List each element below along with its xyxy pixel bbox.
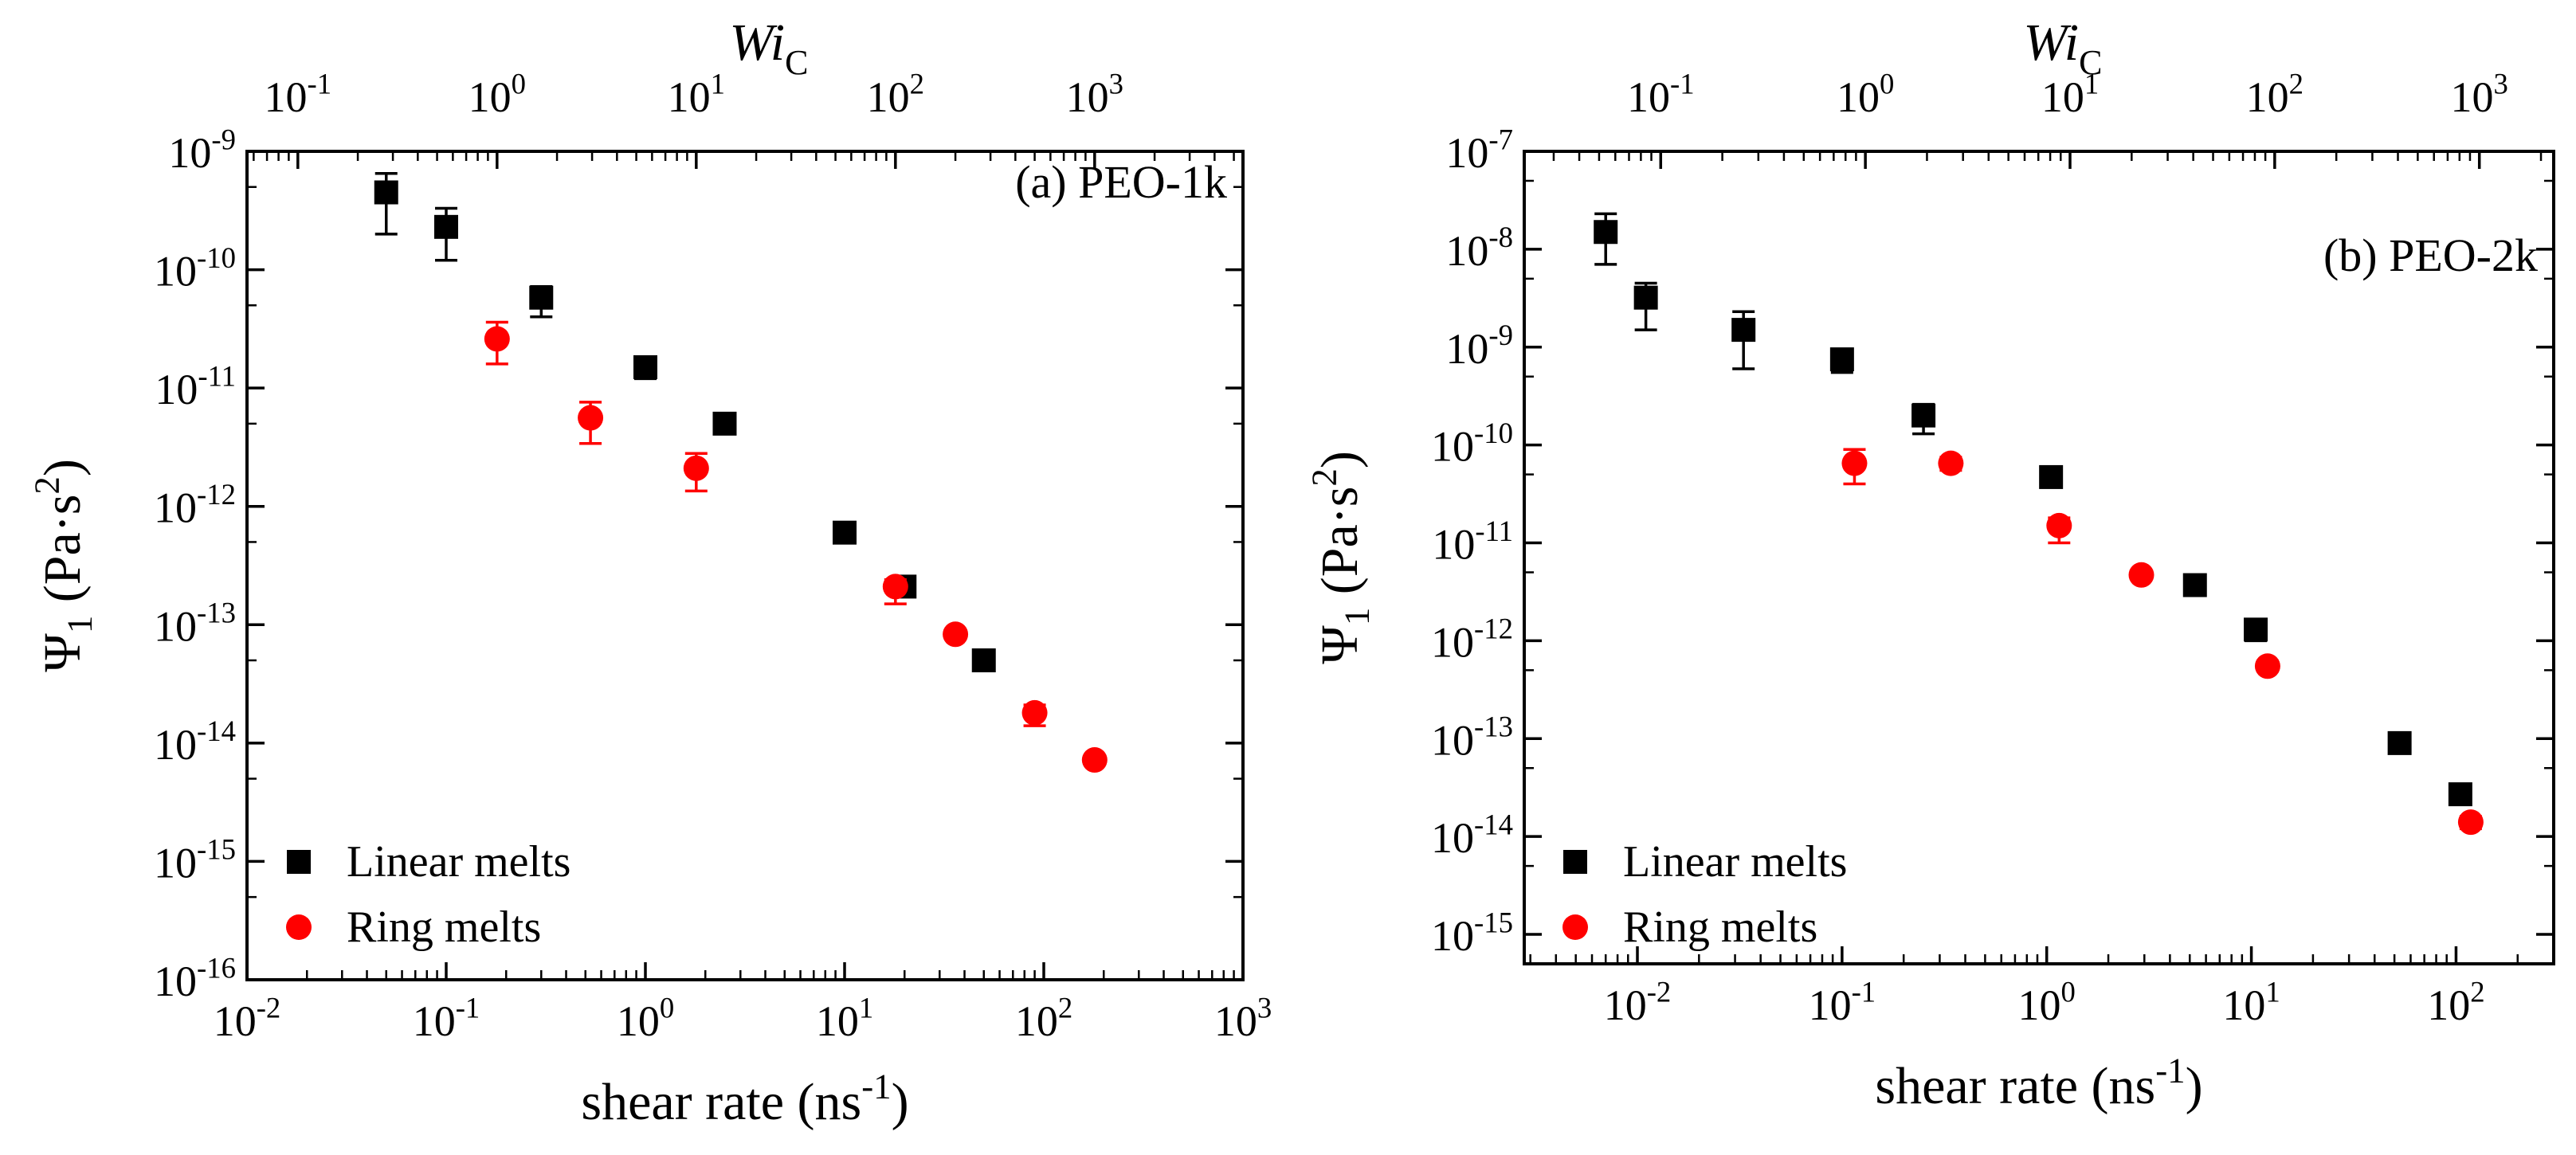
linear-melt-point [434,214,458,239]
ring-melt-point [2128,562,2155,588]
legend-marker-ring [286,914,312,940]
linear-melt-point [971,648,996,673]
linear-melt-point [2387,730,2412,755]
ring-melt-point [1021,699,1048,726]
y-tick-label: 10-8 [1445,221,1513,275]
x-tick-label: 100 [617,991,674,1045]
y-tick-label: 10-13 [154,597,236,651]
ring-melt-point [484,326,510,352]
linear-melt-point [712,411,737,436]
top-tick-label: 102 [2246,67,2304,121]
y-tick-label: 10-10 [1431,417,1513,471]
legend-label: Ring melts [347,902,541,952]
linear-melt-point [1911,403,1936,428]
linear-melt-point [2448,782,2472,807]
linear-melt-point [1829,347,1854,372]
panel-label: (b) PEO-2k [2323,229,2538,281]
x-tick-label: 102 [1015,991,1072,1045]
y-tick-label: 10-12 [154,478,236,532]
linear-melt-point [633,354,657,379]
y-tick-label: 10-12 [1431,613,1513,667]
legend-marker-linear [287,850,311,874]
y-tick-label: 10-15 [154,833,236,887]
x-tick-label: 10-1 [413,991,480,1045]
x-axis-title: shear rate (ns-1​) [581,1067,908,1131]
y-tick-label: 10-11 [1432,515,1513,569]
x-tick-label: 102 [2427,975,2484,1029]
ring-melt-point [1841,450,1868,476]
legend-label: Ring melts [1623,902,1817,952]
top-tick-label: 10-1 [1627,67,1695,121]
top-axis-label: WiC [2023,14,2102,82]
x-tick-label: 10-2 [1604,975,1672,1029]
y-tick-label: 10-15 [1431,906,1513,960]
top-tick-label: 102 [867,67,924,121]
y-tick-label: 10-14 [1431,808,1513,862]
panel-a: 10-2 10-1 100 101 102 103 10-16 10-15 10-14 10-13… [27,14,1272,1131]
ring-melt-point [1938,450,1964,476]
x-tick-label: 10-1 [1809,975,1876,1029]
x-tick-label: 10-2 [214,991,281,1045]
top-tick-label: 100 [469,67,526,121]
x-tick-label: 101 [816,991,873,1045]
x-tick-label: 100 [2018,975,2076,1029]
ring-melt-point [943,621,969,648]
y-tick-label: 10-16 [154,951,236,1005]
y-tick-label: 10-11 [155,359,236,413]
x-tick-label: 103 [1214,991,1272,1045]
y-axis-title: Ψ1​ (Pa·s2​) [1304,451,1377,664]
top-tick-label: 103 [2451,67,2508,121]
linear-melt-point [1594,220,1618,245]
linear-melt-point [833,520,857,545]
ring-melt-point [683,455,709,481]
panel-b: 10-2 10-1 100 101 102 10-15 10-14 10-13 10-12 10-… [1304,14,2555,1115]
legend-label: Linear melts [347,837,570,887]
panel-label: (a) PEO-1k [1015,156,1227,208]
ring-melt-point [2046,512,2072,538]
top-tick-label: 10-1 [265,67,332,121]
legend-label: Linear melts [1623,837,1847,887]
ring-melt-point [1081,747,1108,773]
top-tick-label: 100 [1837,67,1894,121]
legend-marker-ring [1562,914,1588,940]
plot-frame [245,150,1245,981]
top-tick-label: 101 [668,67,725,121]
linear-melt-point [1633,285,1658,310]
y-tick-label: 10-10 [154,241,236,296]
ring-melt-point [882,574,908,600]
ring-melt-point [2254,653,2280,679]
legend-marker-linear [1563,850,1587,874]
linear-melt-point [2244,617,2268,642]
y-axis-title: Ψ1​ (Pa·s2​) [27,459,100,672]
linear-melt-point [1731,318,1756,343]
x-tick-label: 101 [2222,975,2280,1029]
y-tick-label: 10-9 [1445,319,1513,373]
top-axis-label: WiC [729,14,808,82]
top-tick-label: 101 [2041,67,2099,121]
ring-melt-point [578,405,604,431]
x-axis-title: shear rate (ns-1​) [1875,1051,2202,1115]
y-tick-label: 10-7 [1445,123,1513,177]
linear-melt-point [374,180,398,205]
ring-melt-point [2457,809,2484,836]
y-tick-label: 10-13 [1431,711,1513,765]
top-tick-label: 103 [1066,67,1123,121]
y-tick-label: 10-9 [168,123,236,177]
linear-melt-point [2039,464,2064,489]
y-tick-label: 10-14 [154,715,236,769]
linear-melt-point [529,285,554,310]
linear-melt-point [2182,573,2207,597]
